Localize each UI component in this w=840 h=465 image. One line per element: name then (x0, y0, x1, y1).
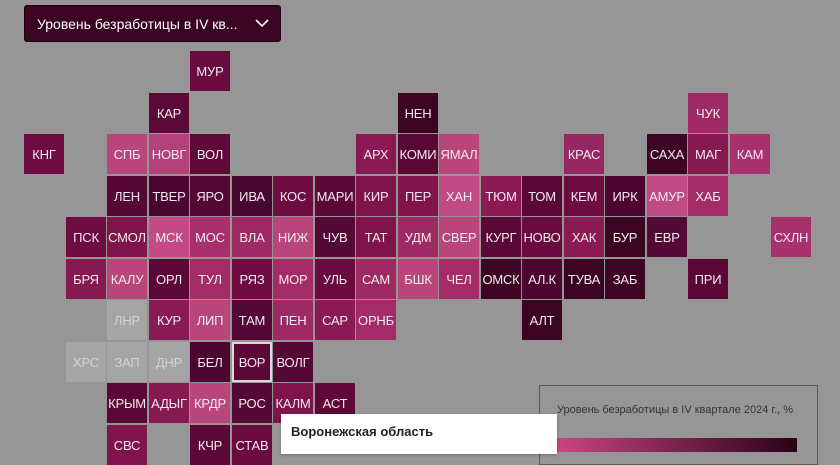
region-tile[interactable]: ПРИ (688, 259, 728, 299)
region-tile[interactable]: ХАБ (688, 176, 728, 216)
region-tile[interactable]: ЛИП (190, 300, 230, 340)
region-tile[interactable]: ЛНР (107, 300, 147, 340)
region-tile[interactable]: ТОМ (522, 176, 562, 216)
region-tile[interactable]: ВЛА (232, 217, 272, 257)
region-tile[interactable]: ИВА (232, 176, 272, 216)
region-tile[interactable]: УЛЬ (315, 259, 355, 299)
region-tile[interactable]: ДНР (149, 342, 189, 382)
region-tile[interactable]: АДЫГ (149, 383, 189, 423)
region-tile[interactable]: ТАМ (232, 300, 272, 340)
region-tile[interactable]: ТАТ (356, 217, 396, 257)
legend-title: Уровень безработицы в IV квартале 2024 г… (557, 404, 794, 416)
region-tile[interactable]: ЧУК (688, 93, 728, 133)
region-tile[interactable]: КОС (273, 176, 313, 216)
region-tile[interactable]: ТВЕР (149, 176, 189, 216)
region-tile[interactable]: СМОЛ (107, 217, 147, 257)
region-tile[interactable]: КРАС (564, 134, 604, 174)
region-tile[interactable]: КНГ (24, 134, 64, 174)
region-tile[interactable]: КРЫМ (107, 383, 147, 423)
indicator-dropdown[interactable]: Уровень безработицы в IV кв... (24, 5, 281, 42)
region-tile[interactable]: ЯРО (190, 176, 230, 216)
region-tile[interactable]: КЧР (190, 425, 230, 465)
region-tile[interactable]: СПБ (107, 134, 147, 174)
region-tile[interactable]: СВЕР (439, 217, 479, 257)
region-tile[interactable]: МОС (190, 217, 230, 257)
region-tile[interactable]: НОВО (522, 217, 562, 257)
region-tile[interactable]: САХА (647, 134, 687, 174)
region-tile[interactable]: АРХ (356, 134, 396, 174)
region-tile[interactable]: БРЯ (66, 259, 106, 299)
region-tile[interactable]: РОС (232, 383, 272, 423)
region-tile[interactable]: КИР (356, 176, 396, 216)
legend: Уровень безработицы в IV квартале 2024 г… (539, 385, 818, 465)
region-tile[interactable]: НИЖ (273, 217, 313, 257)
region-tile[interactable]: БШК (398, 259, 438, 299)
region-tile[interactable]: СТАВ (232, 425, 272, 465)
indicator-dropdown-label: Уровень безработицы в IV кв... (37, 15, 238, 32)
region-tile[interactable]: КЕМ (564, 176, 604, 216)
region-tile[interactable]: ХАН (439, 176, 479, 216)
region-tile[interactable]: КАМ (730, 134, 770, 174)
region-tile[interactable]: ВОЛГ (273, 342, 313, 382)
region-tile[interactable]: ВОЛ (190, 134, 230, 174)
legend-gradient-bar (557, 438, 797, 452)
region-tile[interactable]: ВОР (232, 342, 272, 382)
region-tile[interactable]: ЗАБ (605, 259, 645, 299)
region-tile[interactable]: ХРС (66, 342, 106, 382)
region-tile[interactable]: ЯМАЛ (439, 134, 479, 174)
region-tile[interactable]: КАР (149, 93, 189, 133)
region-tile[interactable]: КУР (149, 300, 189, 340)
region-tile[interactable]: АМУР (647, 176, 687, 216)
region-tooltip: Воронежская область (281, 414, 557, 454)
region-tile[interactable]: ЗАП (107, 342, 147, 382)
region-tile[interactable]: КРДР (190, 383, 230, 423)
region-tile[interactable]: САР (315, 300, 355, 340)
region-tile[interactable]: ЧЕЛ (439, 259, 479, 299)
region-tile[interactable]: СВС (107, 425, 147, 465)
region-tile[interactable]: АЛТ (522, 300, 562, 340)
region-tile[interactable]: ИРК (605, 176, 645, 216)
region-tile[interactable]: БУР (605, 217, 645, 257)
region-tile[interactable]: СХЛН (771, 217, 811, 257)
region-tile[interactable]: НЕН (398, 93, 438, 133)
region-tile[interactable]: МАГ (688, 134, 728, 174)
region-tile[interactable]: МОР (273, 259, 313, 299)
region-tile[interactable]: КОМИ (398, 134, 438, 174)
region-tile[interactable]: РЯЗ (232, 259, 272, 299)
region-tile[interactable]: БЕЛ (190, 342, 230, 382)
region-tile[interactable]: УДМ (398, 217, 438, 257)
region-tile[interactable]: ОМСК (481, 259, 521, 299)
region-tile[interactable]: ЛЕН (107, 176, 147, 216)
region-tile[interactable]: ЧУВ (315, 217, 355, 257)
chevron-down-icon (255, 19, 269, 28)
region-tile[interactable]: ПЕН (273, 300, 313, 340)
region-tile[interactable]: ЕВР (647, 217, 687, 257)
region-tile[interactable]: ХАК (564, 217, 604, 257)
region-tile[interactable]: МСК (149, 217, 189, 257)
tooltip-region-name: Воронежская область (291, 424, 434, 439)
region-tile[interactable]: КУРГ (481, 217, 521, 257)
region-tile[interactable]: НОВГ (149, 134, 189, 174)
region-tile[interactable]: ТУВА (564, 259, 604, 299)
region-tile[interactable]: ОРЛ (149, 259, 189, 299)
region-tile[interactable]: ПЕР (398, 176, 438, 216)
region-tile[interactable]: САМ (356, 259, 396, 299)
region-tile[interactable]: ОРНБ (356, 300, 396, 340)
region-tile[interactable]: АЛ.К (522, 259, 562, 299)
region-tile[interactable]: ТУЛ (190, 259, 230, 299)
region-tile[interactable]: МАРИ (315, 176, 355, 216)
region-tile[interactable]: ПСК (66, 217, 106, 257)
region-tile[interactable]: МУР (190, 51, 230, 91)
region-tile[interactable]: КАЛУ (107, 259, 147, 299)
region-tile[interactable]: ТЮМ (481, 176, 521, 216)
